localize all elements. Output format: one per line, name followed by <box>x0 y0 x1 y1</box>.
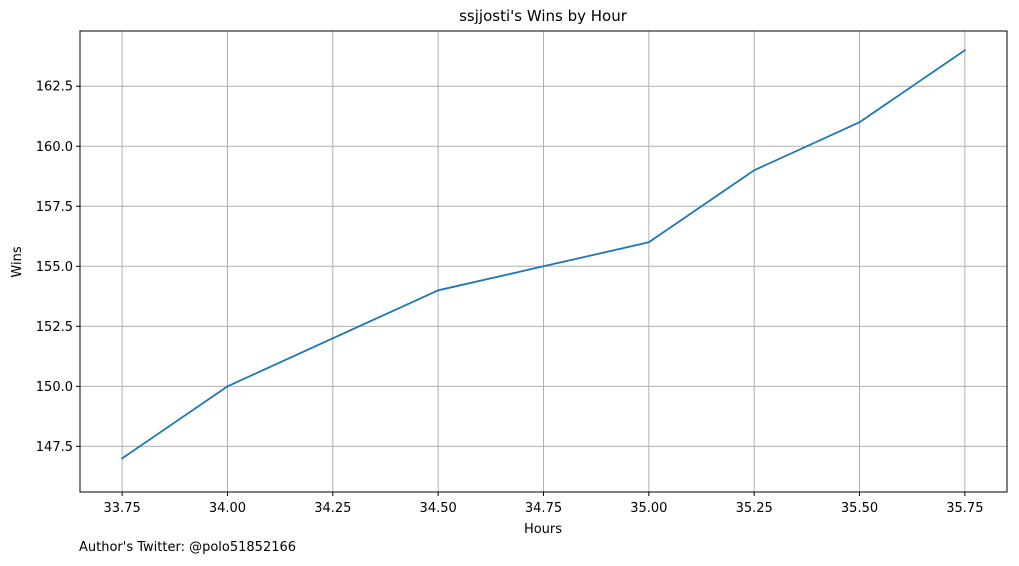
data-point <box>437 289 440 292</box>
x-tick-label: 34.75 <box>525 501 562 516</box>
x-tick-label: 34.25 <box>314 501 351 516</box>
y-tick-label: 147.5 <box>36 440 73 455</box>
y-axis-label: Wins <box>10 246 25 277</box>
series-layer <box>121 49 966 460</box>
data-point <box>542 265 545 268</box>
data-point <box>226 385 229 388</box>
y-tick-label: 150.0 <box>36 380 73 395</box>
data-point <box>753 169 756 172</box>
y-tick-label: 162.5 <box>36 80 73 95</box>
y-tick-label: 155.0 <box>36 260 73 275</box>
x-tick-label: 35.50 <box>841 501 878 516</box>
x-tick-label: 35.25 <box>736 501 773 516</box>
data-point <box>647 241 650 244</box>
x-axis-label: Hours <box>524 522 562 537</box>
x-tick-label: 34.50 <box>420 501 457 516</box>
x-tick-label: 33.75 <box>104 501 141 516</box>
data-point <box>963 49 966 52</box>
series-line <box>121 49 966 460</box>
y-tick-label: 160.0 <box>36 140 73 155</box>
author-footnote: Author's Twitter: @polo51852166 <box>79 540 296 555</box>
x-tick-label: 35.00 <box>630 501 667 516</box>
chart-title: ssjjosti's Wins by Hour <box>459 7 628 25</box>
data-point <box>121 457 124 460</box>
tick-layer: 33.75 34.00 34.25 34.50 34.75 35.00 35.25 35.50… <box>36 80 984 516</box>
x-tick-label: 35.75 <box>946 501 983 516</box>
y-tick-label: 152.5 <box>36 320 73 335</box>
x-tick-label: 34.00 <box>209 501 246 516</box>
grid-lines <box>80 31 1007 492</box>
y-tick-label: 157.5 <box>36 200 73 215</box>
data-point <box>858 121 861 124</box>
